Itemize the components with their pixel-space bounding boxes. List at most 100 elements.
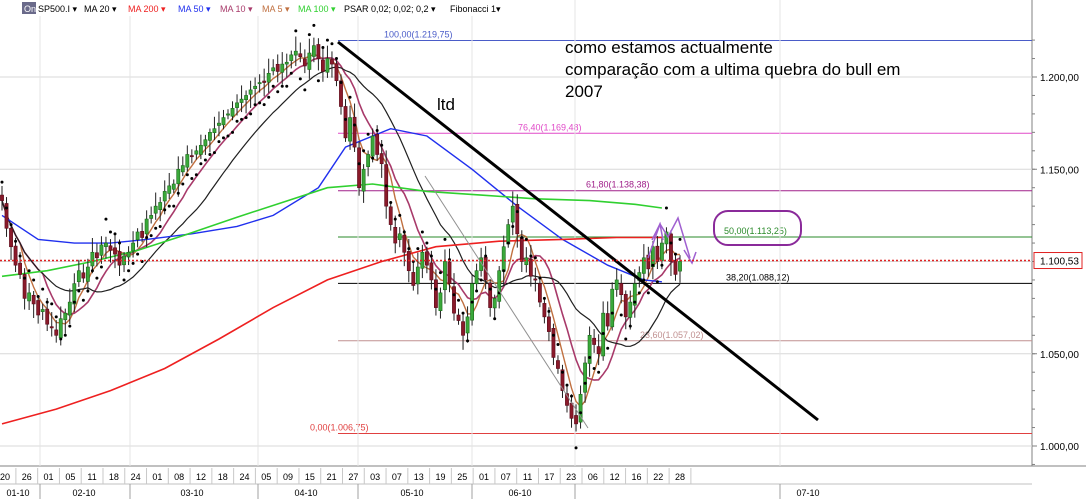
candle-up	[167, 185, 172, 194]
psar-dot	[298, 77, 302, 81]
candle-up	[198, 144, 203, 155]
candle-up	[443, 261, 447, 291]
psar-dot	[90, 269, 94, 273]
x-day-label: 07	[392, 472, 402, 482]
psar-dot	[506, 241, 510, 245]
x-day-label: 03	[370, 472, 380, 482]
candle-up	[311, 45, 316, 57]
psar-dot	[366, 132, 370, 136]
psar-dot	[145, 236, 149, 240]
psar-dot	[136, 252, 140, 256]
y-tick-label: 1.150,00	[1040, 165, 1079, 176]
psar-dot	[565, 383, 569, 387]
candle-down	[569, 402, 574, 419]
psar-dot	[316, 79, 320, 83]
candle-down	[352, 116, 357, 148]
toolbar-item-6[interactable]: MA 100 ▾	[298, 4, 336, 14]
toolbar-item-5[interactable]: MA 5 ▾	[262, 4, 290, 14]
psar-dot	[127, 269, 131, 273]
x-month-label: 03-10	[180, 488, 203, 498]
psar-dot	[0, 180, 4, 184]
candle-up	[465, 316, 470, 334]
psar-dot	[289, 71, 293, 75]
candle-up	[397, 233, 402, 240]
psar-dot	[321, 45, 325, 49]
candle-up	[257, 82, 262, 85]
fib-label: 38,20(1.088,12)	[726, 272, 790, 282]
candle-up	[271, 67, 276, 72]
candle-up	[587, 334, 592, 364]
toolbar-item-8[interactable]: Fibonacci 1▾	[450, 4, 501, 14]
psar-dot	[36, 295, 40, 299]
psar-dot	[18, 254, 22, 258]
candle-up	[474, 270, 479, 285]
candle-down	[411, 272, 416, 286]
toolbar-item-3[interactable]: MA 50 ▾	[178, 4, 211, 14]
candle-down	[402, 234, 407, 253]
candle-down	[189, 155, 194, 158]
psar-dot	[203, 158, 207, 162]
candle-down	[45, 308, 50, 325]
psar-dot	[249, 112, 253, 116]
candle-up	[185, 154, 190, 168]
candle-down	[375, 134, 380, 155]
psar-dot	[307, 33, 311, 37]
psar-dot	[208, 152, 212, 156]
psar-dot	[118, 241, 122, 245]
candle-up	[253, 85, 258, 89]
candle-down	[547, 316, 551, 332]
candle-down	[592, 337, 597, 345]
psar-dot	[646, 291, 650, 295]
psar-dot	[212, 151, 216, 155]
symbol-badge[interactable]	[22, 2, 36, 14]
psar-dot	[45, 300, 49, 304]
psar-dot	[529, 254, 533, 258]
candle-down	[4, 203, 9, 229]
candle-down	[519, 237, 524, 262]
ma-20-line	[1, 66, 681, 347]
candle-up	[650, 246, 655, 268]
x-day-label: 05	[65, 472, 75, 482]
candle-down	[560, 369, 565, 391]
psar-dot	[276, 90, 280, 94]
toolbar-item-7[interactable]: PSAR 0,02; 0,02; 0,2 ▾	[344, 4, 436, 14]
ma-200-line	[1, 236, 662, 425]
candle-up	[203, 139, 208, 147]
psar-dot	[113, 232, 117, 236]
toolbar-item-4[interactable]: MA 10 ▾	[220, 4, 253, 14]
candle-up	[415, 266, 420, 285]
psar-dot	[108, 230, 112, 234]
psar-dot	[488, 287, 492, 291]
psar-dot	[344, 117, 348, 121]
candle-down	[140, 231, 145, 238]
candle-down	[565, 393, 569, 406]
candle-up	[194, 150, 199, 155]
psar-dot	[434, 287, 438, 291]
candle-down	[357, 147, 361, 189]
psar-dot	[294, 29, 298, 33]
y-tick-label: 1.200,00	[1040, 73, 1079, 84]
x-day-label: 17	[544, 472, 554, 482]
fib-label: 0,00(1.006,75)	[310, 423, 369, 433]
x-month-label: 01-10	[6, 488, 29, 498]
candle-down	[54, 329, 59, 336]
candle-down	[298, 53, 303, 58]
toolbar-item-2[interactable]: MA 200 ▾	[128, 4, 166, 14]
toolbar-item-1[interactable]: MA 20 ▾	[84, 4, 117, 14]
psar-dot	[673, 252, 677, 256]
psar-dot	[172, 204, 176, 208]
x-day-label: 25	[457, 472, 467, 482]
psar-dot	[470, 300, 474, 304]
toolbar-item-0[interactable]: SP500.I ▾	[38, 4, 78, 14]
purple-pattern-arrow	[647, 216, 691, 259]
psar-dot	[560, 370, 564, 374]
candle-up	[479, 257, 484, 271]
psar-dot	[267, 95, 271, 99]
x-day-label: 20	[0, 472, 10, 482]
candle-up	[632, 283, 637, 306]
trendline-ltd[interactable]	[337, 40, 819, 422]
psar-dot	[63, 333, 67, 337]
candle-up	[131, 242, 135, 252]
x-day-label: 12	[610, 472, 620, 482]
